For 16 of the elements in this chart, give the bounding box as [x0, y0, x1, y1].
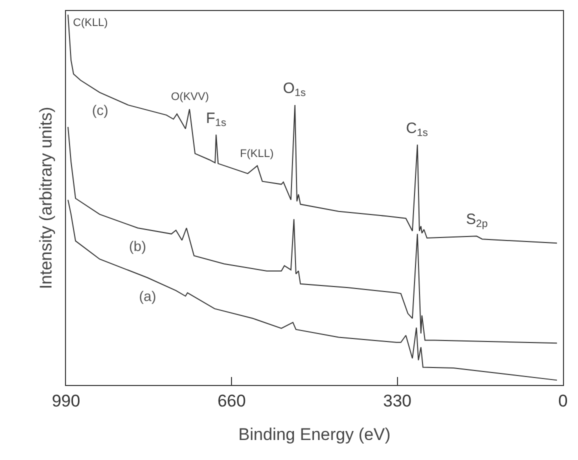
x-tick-label: 990 — [52, 392, 80, 410]
x-tick-label: 330 — [383, 392, 412, 410]
x-axis-title: Binding Energy (eV) — [238, 424, 391, 444]
annotation: F(KLL) — [240, 148, 274, 160]
series-label: (b) — [129, 238, 146, 254]
annotation: S$_{2p}$ — [466, 211, 488, 230]
annotation: C$_{1s}$ — [406, 120, 428, 140]
annotation: O(KVV) — [171, 91, 209, 103]
annotation: F$_{1s}$ — [206, 110, 226, 130]
series-label: (c) — [92, 102, 108, 118]
series-label: (a) — [139, 288, 156, 304]
x-tick-label: 660 — [217, 392, 246, 410]
annotation: C(KLL) — [73, 17, 108, 29]
x-tick-label: 0 — [558, 392, 568, 410]
annotation: O$_{1s}$ — [283, 80, 306, 100]
y-axis-title: Intensity (arbitrary units) — [36, 106, 56, 290]
